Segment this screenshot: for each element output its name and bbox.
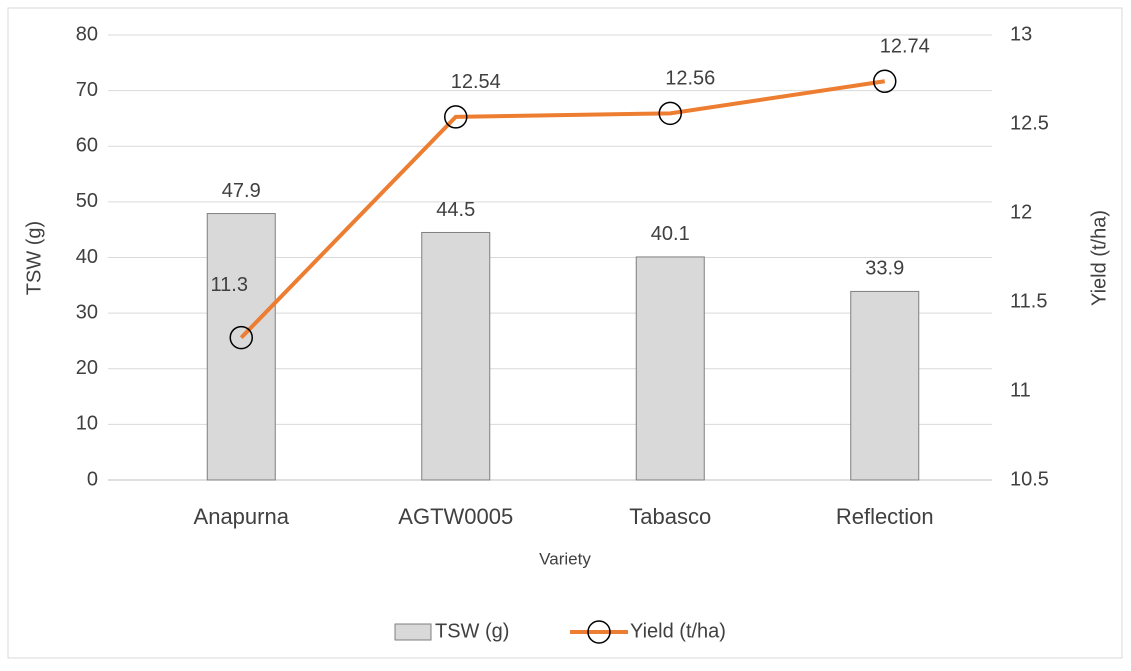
bar [421,231,491,481]
data-label: 11.3 [211,274,248,296]
y-tick-label: 20 [76,357,98,379]
legend-label: TSW (g) [435,620,509,642]
data-label: 40.1 [651,223,690,245]
y-tick-label: 40 [76,246,98,268]
line-marker [444,105,468,129]
x-tick-label: Tabasco [629,504,711,529]
data-label: 47.9 [222,180,261,202]
legend-swatch [394,623,432,641]
x-tick-label: Reflection [836,504,934,529]
line [239,79,886,339]
line-marker [873,69,897,94]
line-marker [229,325,253,350]
y2-tick-label: 13 [1010,23,1032,45]
legend-label: Yield (t/ha) [630,620,726,642]
y-tick-label: 30 [76,301,98,323]
bar [850,290,920,481]
x-tick-label: Anapurna [194,504,290,529]
data-label: 12.74 [880,36,930,58]
data-label: 33.9 [865,258,904,280]
legend-marker [587,620,611,644]
x-tick-label: AGTW0005 [398,504,513,529]
y-tick-label: 60 [76,135,98,157]
bar [206,213,276,481]
line-marker [658,101,682,126]
bar [635,256,705,481]
data-label: 12.56 [665,68,715,90]
x-axis-title: Variety [539,549,591,568]
y-tick-label: 0 [87,468,98,490]
data-label: 44.5 [436,199,475,221]
y-axis-title: TSW (g) [23,221,45,295]
y-tick-label: 50 [76,190,98,212]
y2-tick-label: 11 [1010,379,1031,401]
y-tick-label: 10 [76,413,98,435]
y2-axis-title: Yield (t/ha) [1088,210,1110,306]
y2-tick-label: 11.5 [1010,290,1047,312]
y2-tick-label: 12.5 [1010,112,1049,134]
y2-tick-label: 10.5 [1010,468,1049,490]
data-label: 12.54 [451,71,501,93]
y-tick-label: 70 [76,79,98,101]
y2-tick-label: 12 [1010,201,1032,223]
y-tick-label: 80 [76,23,98,45]
